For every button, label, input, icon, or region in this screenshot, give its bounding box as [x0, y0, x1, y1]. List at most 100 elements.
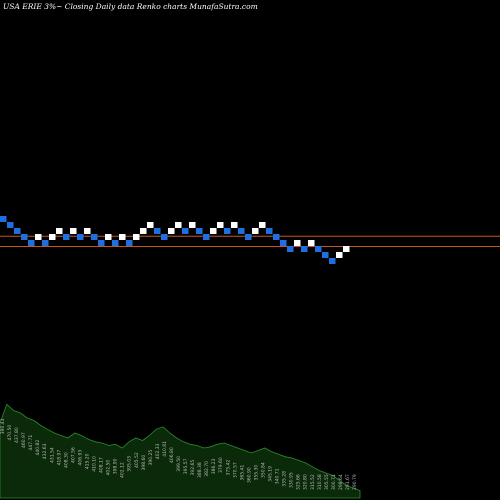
renko-brick-down	[245, 234, 252, 240]
renko-brick-down	[203, 234, 210, 240]
volume-label: 335.28	[282, 471, 288, 487]
volume-label: 340.71	[275, 468, 281, 484]
renko-brick-down	[98, 240, 105, 246]
renko-brick-down	[238, 228, 245, 234]
renko-brick-down	[182, 228, 189, 234]
renko-brick-down	[21, 234, 28, 240]
volume-label: 310.58	[317, 474, 323, 490]
volume-label: 410.81	[162, 441, 168, 457]
volume-label: 399.50	[176, 456, 182, 472]
renko-brick-down	[14, 228, 21, 234]
renko-brick-up	[35, 234, 42, 240]
volume-label: 407.56	[70, 447, 76, 463]
volume-label: 395.03	[127, 456, 133, 472]
renko-brick-down	[273, 234, 280, 240]
volume-label: 406.80	[169, 447, 175, 463]
volume-label: 370.57	[232, 462, 238, 478]
renko-brick-up	[168, 228, 175, 234]
volume-label: 410.10	[92, 456, 98, 472]
volume-label: 440.82	[35, 440, 41, 456]
volume-label: 386.23	[211, 458, 217, 474]
volume-label: 375.42	[225, 460, 231, 476]
renko-brick-up	[84, 228, 91, 234]
volume-label: 355.30	[253, 465, 259, 481]
volume-label: 382.70	[204, 461, 210, 477]
volume-label: 379.60	[218, 457, 224, 473]
volume-label: 345.19	[268, 466, 274, 482]
renko-brick-up	[147, 222, 154, 228]
renko-brick-up	[259, 222, 266, 228]
renko-brick-down	[280, 240, 287, 246]
volume-label: 291.67	[345, 474, 351, 490]
volume-label: 290.79	[352, 474, 358, 490]
volume-label: 406.93	[77, 450, 83, 466]
volume-label: 315.52	[310, 474, 316, 490]
renko-brick-up	[294, 240, 301, 246]
renko-brick-down	[112, 240, 119, 246]
renko-brick-up	[56, 228, 63, 234]
volume-label: 460.97	[21, 432, 27, 448]
volume-label: 360.90	[246, 467, 252, 483]
volume-label: 395.57	[183, 458, 189, 474]
renko-brick-up	[119, 234, 126, 240]
volume-label: 418.97	[56, 450, 62, 466]
renko-brick-down	[315, 246, 322, 252]
volume-label: 431.54	[49, 447, 55, 463]
volume-label: 390.43	[0, 418, 6, 434]
volume-fill	[0, 403, 361, 499]
renko-brick-up	[105, 234, 112, 240]
renko-brick-down	[126, 240, 133, 246]
volume-label: 298.64	[338, 474, 344, 490]
volume-label: 415.20	[84, 453, 90, 469]
renko-brick-down	[266, 228, 273, 234]
renko-brick-down	[224, 228, 231, 234]
volume-label: 390.25	[148, 450, 154, 466]
volume-label: 398.90	[113, 458, 119, 474]
volume-label: 365.41	[239, 465, 245, 481]
renko-brick-down	[154, 228, 161, 234]
volume-label: 432.63	[42, 443, 48, 459]
renko-brick-up	[140, 228, 147, 234]
volume-label: 350.84	[260, 462, 266, 478]
renko-brick-up	[217, 222, 224, 228]
renko-brick-down	[196, 228, 203, 234]
volume-area	[0, 403, 361, 499]
volume-label: 330.95	[289, 472, 295, 488]
volume-label: 392.65	[190, 460, 196, 476]
renko-brick-down	[28, 240, 35, 246]
renko-brick-down	[161, 234, 168, 240]
volume-label: 325.66	[296, 474, 302, 490]
renko-brick-up	[308, 240, 315, 246]
renko-brick-down	[77, 234, 84, 240]
volume-label: 447.71	[28, 435, 34, 451]
renko-brick-up	[70, 228, 77, 234]
renko-brick-down	[91, 234, 98, 240]
renko-brick-down	[322, 252, 329, 258]
renko-brick-up	[49, 234, 56, 240]
renko-bricks	[0, 216, 350, 264]
volume-label: 300.71	[331, 474, 337, 490]
volume-label: 320.80	[303, 474, 309, 490]
volume-label: 388.38	[197, 462, 203, 478]
volume-label: 437.80	[14, 427, 20, 443]
renko-brick-down	[42, 240, 49, 246]
volume-label: 305.55	[324, 474, 330, 490]
volume-label: 405.52	[134, 452, 140, 468]
chart-title: USA ERIE 3%~ Closing Daily data Renko ch…	[3, 2, 258, 11]
renko-brick-up	[189, 222, 196, 228]
renko-brick-down	[7, 222, 14, 228]
renko-brick-down	[0, 216, 7, 222]
renko-brick-down	[301, 246, 308, 252]
volume-label: 408.30	[63, 452, 69, 468]
volume-label: 402.12	[120, 462, 126, 478]
volume-label: 408.17	[99, 457, 105, 473]
renko-brick-up	[231, 222, 238, 228]
renko-brick-up	[175, 222, 182, 228]
renko-brick-up	[252, 228, 259, 234]
volume-label: 402.33	[155, 443, 161, 459]
volume-labels: 390.43 470.50 437.80 460.97 447.71 440.82 432.…	[0, 418, 358, 490]
renko-brick-up	[210, 228, 217, 234]
renko-brick-down	[63, 234, 70, 240]
